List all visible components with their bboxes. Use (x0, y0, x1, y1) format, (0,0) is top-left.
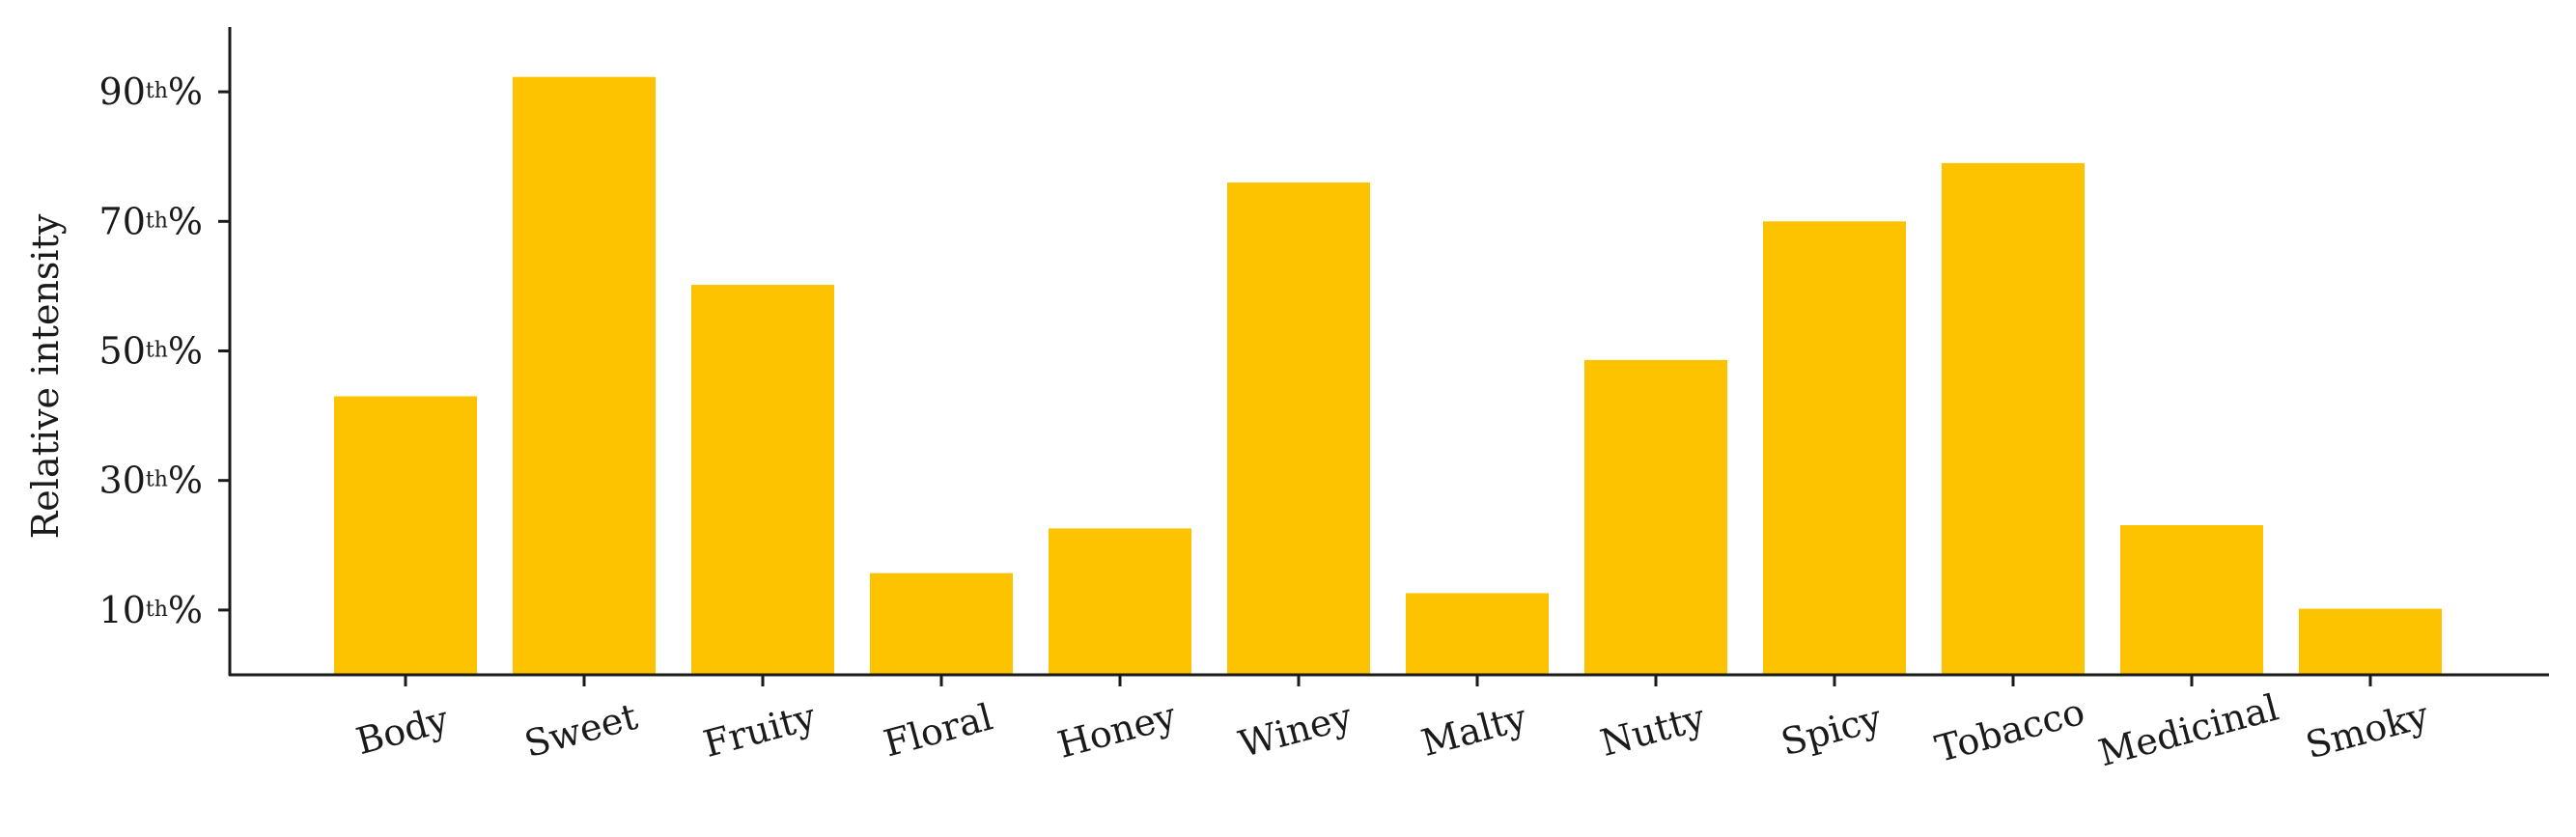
bar-body (334, 396, 477, 675)
bar-floral (870, 572, 1013, 675)
x-tick-label-medicinal: Medicinal (2094, 686, 2282, 775)
bar-spicy (1763, 221, 1906, 676)
y-tick-label: 90th% (99, 70, 203, 113)
bar-sweet (513, 76, 656, 676)
x-tick-label-sweet: Sweet (520, 695, 642, 766)
bar-honey (1049, 528, 1191, 675)
y-tick-label: 70th% (99, 200, 203, 242)
x-tick-label-nutty: Nutty (1596, 696, 1710, 765)
x-tick-label-winey: Winey (1234, 695, 1357, 766)
x-tick-label-fruity: Fruity (699, 695, 821, 766)
y-axis-label: Relative intensity (24, 213, 67, 539)
x-tick-label-honey: Honey (1053, 694, 1181, 767)
y-ticks-layer: 10th% 30th% 50th% 70th% 90th% (99, 70, 230, 631)
x-tick-label-floral: Floral (880, 695, 997, 765)
bar-malty (1406, 593, 1549, 675)
x-tick-label-spicy: Spicy (1777, 696, 1887, 764)
x-tick-label-tobacco: Tobacco (1931, 690, 2089, 770)
y-tick-label: 50th% (99, 330, 203, 373)
bar-winey (1227, 182, 1370, 676)
bars-layer (334, 76, 2442, 676)
bar-tobacco (1942, 162, 2085, 675)
bar-smoky (2299, 608, 2442, 675)
y-tick-label: 30th% (99, 460, 203, 502)
bar-nutty (1584, 359, 1727, 675)
x-tick-label-malty: Malty (1417, 696, 1532, 765)
bar-fruity (691, 285, 834, 675)
x-tick-label-smoky: Smoky (2301, 693, 2433, 767)
x-tick-label-body: Body (351, 698, 453, 764)
bar-medicinal (2120, 524, 2263, 675)
y-tick-label: 10th% (99, 589, 203, 631)
x-ticks-layer: Body Sweet Fruity Floral Honey Winey Malty Nutt… (351, 675, 2433, 774)
